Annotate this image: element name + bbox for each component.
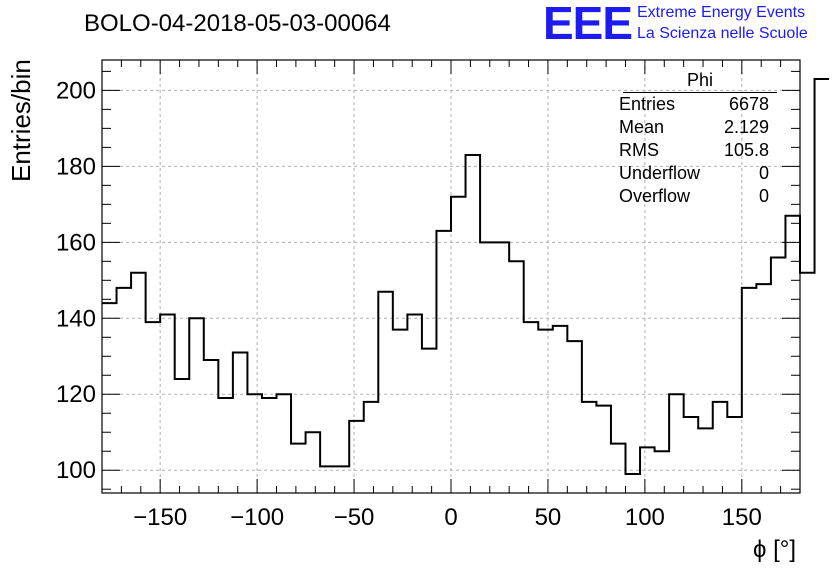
chart-title: BOLO-04-2018-05-03-00064 (84, 10, 391, 37)
x-tick-label: 50 (535, 504, 562, 531)
histogram-bin (582, 402, 597, 493)
x-tick-label: 100 (625, 504, 665, 531)
histogram-bin (175, 379, 190, 493)
histogram-bin (378, 292, 393, 493)
eee-logo-letters: EEE (543, 0, 633, 49)
histogram-bin (393, 330, 408, 493)
histogram-series (102, 77, 830, 493)
stats-row-underflow: Underflow 0 (609, 162, 777, 185)
stats-row-mean: Mean 2.129 (609, 116, 777, 139)
histogram-bin (189, 318, 204, 493)
histogram-bin (611, 444, 626, 493)
stats-label: Mean (619, 117, 665, 137)
tick-labels: −150 −100 −50 0 50 100 150 100 120 140 160 180 200 (56, 77, 762, 531)
x-axis-label: ϕ [°] (753, 536, 797, 563)
histogram-bin (713, 402, 728, 493)
histogram-bin (800, 273, 815, 493)
stats-label: Entries (619, 94, 676, 114)
stats-row-rms: RMS 105.8 (609, 139, 777, 162)
x-tick-label: −50 (334, 504, 375, 531)
histogram-bin (538, 330, 553, 493)
histogram-bin (626, 474, 641, 493)
histogram-bin (335, 466, 350, 493)
y-tick-label: 120 (56, 381, 96, 408)
y-tick-label: 100 (56, 457, 96, 484)
stats-box: Phi Entries 6678 Mean 2.129 RMS 105.8 Un… (609, 70, 777, 208)
histogram-bin (146, 322, 161, 493)
histogram-bin (495, 242, 510, 493)
histogram-bin (102, 303, 117, 493)
histogram-bin (349, 421, 364, 493)
histogram-bin (466, 155, 481, 493)
histogram-bin (247, 394, 262, 493)
stats-label: RMS (619, 140, 659, 160)
histogram-bin (451, 197, 466, 493)
histogram-bin (160, 314, 175, 493)
histogram-bin (364, 402, 379, 493)
x-tick-label: 150 (722, 504, 762, 531)
stats-value: 0 (758, 163, 769, 183)
histogram-bin (306, 432, 321, 493)
histogram-bin (204, 360, 219, 493)
histogram-bin (407, 314, 422, 493)
stats-value: 0 (758, 186, 769, 206)
logo-text-line1: Extreme Energy Events (637, 4, 806, 21)
histogram-bin (277, 394, 292, 493)
stats-value: 6678 (728, 94, 769, 114)
histogram-line (102, 77, 830, 476)
y-tick-label: 200 (56, 77, 96, 104)
stats-row-overflow: Overflow 0 (609, 185, 777, 208)
stats-label: Overflow (619, 186, 691, 206)
histogram-bin (291, 444, 306, 493)
stats-value: 2.129 (723, 117, 769, 137)
x-tick-label: −150 (133, 504, 187, 531)
grid (102, 60, 800, 493)
y-tick-label: 140 (56, 305, 96, 332)
histogram-bin (655, 451, 670, 493)
histogram-bin (480, 242, 495, 493)
histogram-bin (553, 326, 568, 493)
histogram-bin (131, 273, 146, 493)
histogram-bin (567, 341, 582, 493)
stats-title: Phi (623, 70, 777, 93)
y-tick-label: 180 (56, 153, 96, 180)
histogram-bin (262, 398, 277, 493)
histogram-bin (436, 231, 451, 493)
histogram-bin (233, 352, 248, 493)
histogram-bin (771, 258, 786, 493)
stats-row-entries: Entries 6678 (609, 93, 777, 116)
histogram-bin (524, 322, 539, 493)
histogram-bin (218, 398, 233, 493)
stats-label: Underflow (619, 163, 701, 183)
stats-value: 105.8 (723, 140, 769, 160)
y-tick-label: 160 (56, 229, 96, 256)
histogram-bin (320, 466, 335, 493)
histogram-bin (596, 406, 611, 493)
logo-text-line2: La Scienza nelle Scuole (637, 25, 808, 42)
x-tick-label: −100 (230, 504, 284, 531)
axes (101, 59, 801, 494)
histogram-bin (669, 394, 684, 493)
histogram-bin (727, 417, 742, 493)
x-tick-label: 0 (444, 504, 457, 531)
histogram-bin (698, 428, 713, 493)
histogram-bin (640, 447, 655, 493)
histogram-bin (684, 417, 699, 493)
histogram-bin (815, 79, 830, 493)
histogram-bin (742, 288, 757, 493)
y-axis-label: Entries/bin (6, 59, 36, 182)
histogram-bin (422, 349, 437, 493)
histogram-bin (509, 261, 524, 493)
histogram-bin (756, 284, 771, 493)
